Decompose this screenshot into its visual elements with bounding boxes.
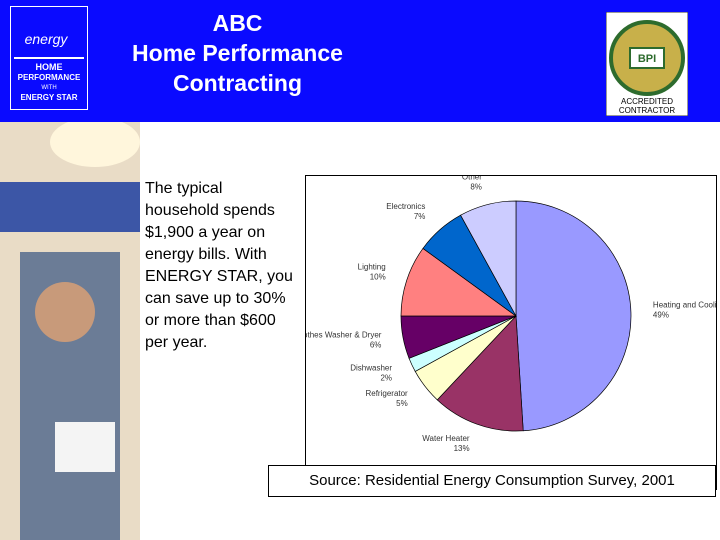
logo-text: HOME: [36, 62, 63, 72]
slice-value: 2%: [380, 373, 392, 382]
slice-value: 7%: [414, 212, 426, 221]
title-line: Contracting: [172, 70, 303, 96]
slice-value: 6%: [370, 341, 382, 350]
logo-badge: BPI: [638, 53, 656, 65]
logo-script: energy: [25, 31, 69, 47]
logo-text: CONTRACTOR: [619, 106, 676, 115]
title-line: Home Performance: [132, 40, 343, 66]
slice-value: 10%: [370, 273, 386, 282]
slice-label: Lighting: [358, 263, 386, 272]
slice-value: 8%: [470, 182, 482, 191]
slice-label: Water Heater: [422, 434, 470, 443]
title-line: ABC: [212, 10, 263, 36]
slice-value: 49%: [653, 311, 669, 320]
source-note: Source: Residential Energy Consumption S…: [268, 465, 716, 497]
slice-value: 5%: [396, 399, 408, 408]
slice-label: Refrigerator: [365, 389, 408, 398]
pie-slice: [515, 200, 632, 432]
slice-label: Dishwasher: [350, 363, 392, 372]
slice-label: Electronics: [386, 202, 425, 211]
slice-label: Clothes Washer & Dryer: [306, 331, 382, 340]
slice-value: 13%: [454, 444, 470, 453]
logo-text: WITH: [41, 85, 56, 91]
right-logo: BPI ACCREDITED CONTRACTOR: [606, 12, 688, 116]
left-logo: energy HOME PERFORMANCE WITH ENERGY STAR: [10, 6, 88, 110]
pie-slice: [460, 200, 517, 317]
logo-text: ENERGY STAR: [20, 93, 77, 102]
slice-label: Heating and Cooling: [653, 301, 716, 310]
slice-label: Other: [462, 176, 482, 181]
title: ABC Home Performance Contracting: [100, 8, 375, 98]
photo: [0, 122, 140, 540]
logo-text: ACCREDITED: [621, 97, 673, 106]
body-text: The typical household spends $1,900 a ye…: [145, 180, 293, 351]
pie-slice: [436, 315, 524, 432]
logo-text: PERFORMANCE: [18, 73, 81, 82]
header-bar: [0, 0, 720, 122]
pie-slice: [400, 247, 518, 317]
